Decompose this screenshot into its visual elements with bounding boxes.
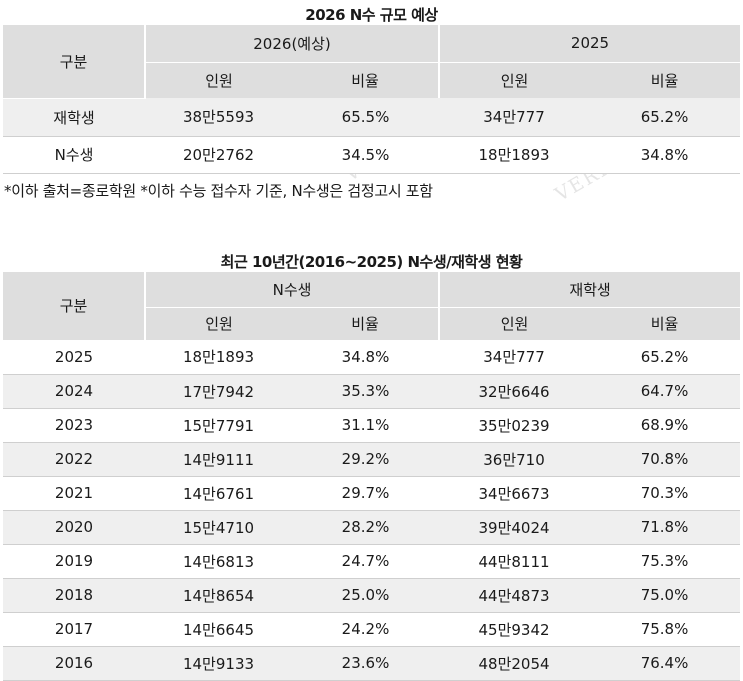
cell-nsu-ratio: 29.7%	[292, 476, 440, 511]
table-row: 재학생 38만5593 65.5% 34만777 65.2%	[3, 98, 741, 137]
cell-ratio: 65.2%	[589, 98, 741, 137]
header-group-students: 재학생	[438, 272, 741, 308]
row-year: 2021	[3, 476, 145, 511]
cell-nsu-people: 17만7942	[145, 374, 292, 409]
cell-nsu-ratio: 29.2%	[292, 442, 440, 477]
table-row: 2023 15만7791 31.1% 35만0239 68.9%	[3, 408, 741, 443]
cell-nsu-ratio: 24.2%	[292, 612, 440, 647]
header-people: 인원	[438, 62, 590, 98]
table-row: 2022 14만9111 29.2% 36만710 70.8%	[3, 442, 741, 477]
cell-ratio: 34.5%	[292, 136, 440, 174]
cell-people: 38만5593	[145, 98, 292, 137]
cell-nsu-ratio: 31.1%	[292, 408, 440, 443]
cell-people: 18만1893	[439, 136, 590, 174]
cell-student-ratio: 68.9%	[589, 408, 741, 443]
header-group-nsu: N수생	[143, 272, 440, 308]
cell-student-people: 45만9342	[439, 612, 590, 647]
table1-title: 2026 N수 규모 예상	[305, 6, 438, 24]
table-row: 2017 14만6645 24.2% 45만9342 75.8%	[3, 612, 741, 647]
cell-student-people: 39만4024	[439, 510, 590, 545]
cell-nsu-people: 14만9111	[145, 442, 292, 477]
cell-nsu-ratio: 35.3%	[292, 374, 440, 409]
table-row: 2025 18만1893 34.8% 34만777 65.2%	[3, 340, 741, 375]
cell-people: 34만777	[439, 98, 590, 137]
history-table: 구분 N수생 재학생 인원 비율 인원 비율 2025 18만1893 34.8% 3…	[3, 272, 741, 681]
cell-nsu-people: 14만9133	[145, 646, 292, 681]
forecast-table: 구분 2026(예상) 2025 인원 비율 인원 비율 재학생 38만5593…	[3, 25, 741, 174]
table-row: N수생 20만2762 34.5% 18만1893 34.8%	[3, 136, 741, 174]
cell-nsu-ratio: 23.6%	[292, 646, 440, 681]
row-year: 2018	[3, 578, 145, 613]
header-category: 구분	[3, 25, 145, 99]
cell-nsu-people: 18만1893	[145, 340, 292, 375]
cell-student-ratio: 75.8%	[589, 612, 741, 647]
table-row: 2020 15만4710 28.2% 39만4024 71.8%	[3, 510, 741, 545]
cell-student-ratio: 71.8%	[589, 510, 741, 545]
header-ratio: 비율	[351, 315, 379, 334]
cell-student-people: 32만6646	[439, 374, 590, 409]
cell-people: 20만2762	[145, 136, 292, 174]
row-year: 2017	[3, 612, 145, 647]
cell-student-people: 34만777	[439, 340, 590, 375]
cell-student-people: 44만8111	[439, 544, 590, 579]
cell-student-people: 36만710	[439, 442, 590, 477]
cell-nsu-ratio: 25.0%	[292, 578, 440, 613]
header-people: 인원	[144, 307, 292, 340]
cell-nsu-people: 14만6813	[145, 544, 292, 579]
cell-nsu-people: 15만7791	[145, 408, 292, 443]
table2-title: 최근 10년간(2016~2025) N수생/재학생 현황	[220, 253, 523, 271]
cell-student-ratio: 75.0%	[589, 578, 741, 613]
row-year: 2020	[3, 510, 145, 545]
header-ratio: 비율	[351, 71, 379, 90]
cell-student-ratio: 76.4%	[589, 646, 741, 681]
cell-student-people: 34만6673	[439, 476, 590, 511]
cell-student-ratio: 70.3%	[589, 476, 741, 511]
cell-student-ratio: 75.3%	[589, 544, 741, 579]
row-year: 2024	[3, 374, 145, 409]
row-year: 2022	[3, 442, 145, 477]
row-year: 2019	[3, 544, 145, 579]
cell-student-people: 44만4873	[439, 578, 590, 613]
table-row: 2019 14만6813 24.7% 44만8111 75.3%	[3, 544, 741, 579]
row-label: N수생	[3, 136, 145, 174]
header-group-2026: 2026(예상)	[143, 25, 440, 63]
source-note: *이하 출처=종로학원 *이하 수능 접수자 기준, N수생은 검정고시 포함	[4, 182, 433, 200]
header-ratio: 비율	[650, 315, 679, 334]
cell-student-ratio: 65.2%	[589, 340, 741, 375]
header-people: 인원	[144, 62, 292, 98]
cell-nsu-people: 14만6645	[145, 612, 292, 647]
cell-student-ratio: 70.8%	[589, 442, 741, 477]
table-row: 2018 14만8654 25.0% 44만4873 75.0%	[3, 578, 741, 613]
header-ratio: 비율	[650, 71, 679, 90]
table-row: 2016 14만9133 23.6% 48만2054 76.4%	[3, 646, 741, 681]
cell-student-people: 48만2054	[439, 646, 590, 681]
cell-nsu-ratio: 34.8%	[292, 340, 440, 375]
row-year: 2025	[3, 340, 145, 375]
header-category: 구분	[3, 272, 145, 341]
table-row: 2024 17만7942 35.3% 32만6646 64.7%	[3, 374, 741, 409]
header-group-2025: 2025	[438, 25, 741, 63]
row-label: 재학생	[3, 98, 145, 137]
row-year: 2023	[3, 408, 145, 443]
cell-ratio: 65.5%	[292, 98, 440, 137]
row-year: 2016	[3, 646, 145, 681]
header-people: 인원	[438, 307, 590, 340]
cell-nsu-people: 14만6761	[145, 476, 292, 511]
cell-nsu-ratio: 28.2%	[292, 510, 440, 545]
cell-nsu-ratio: 24.7%	[292, 544, 440, 579]
cell-ratio: 34.8%	[589, 136, 741, 174]
table-row: 2021 14만6761 29.7% 34만6673 70.3%	[3, 476, 741, 511]
cell-nsu-people: 14만8654	[145, 578, 292, 613]
cell-nsu-people: 15만4710	[145, 510, 292, 545]
cell-student-people: 35만0239	[439, 408, 590, 443]
cell-student-ratio: 64.7%	[589, 374, 741, 409]
